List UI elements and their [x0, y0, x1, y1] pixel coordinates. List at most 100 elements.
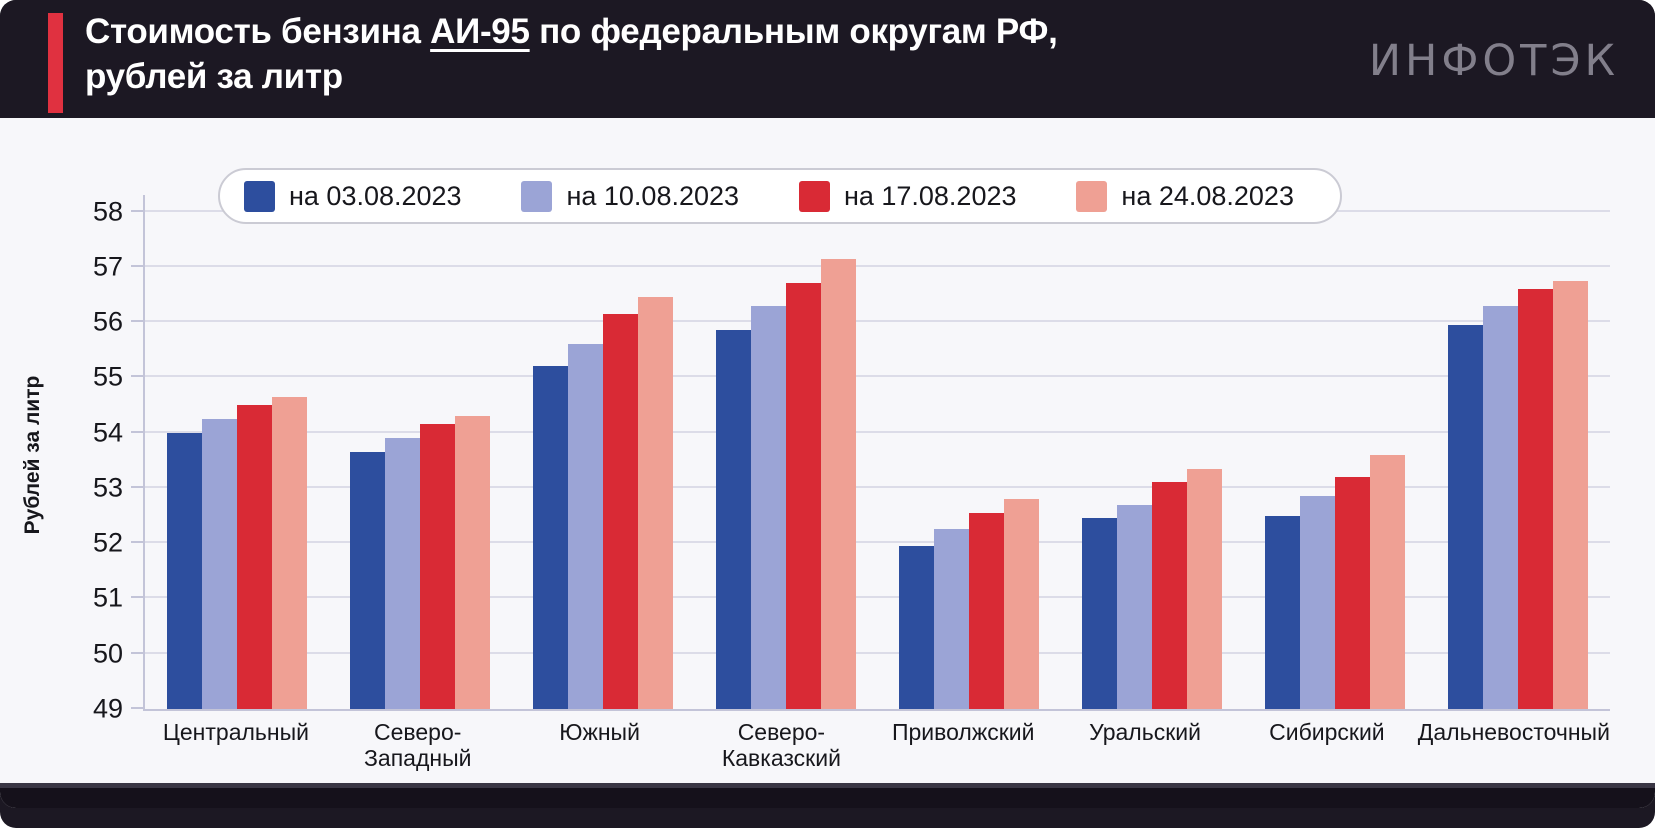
title-line2: рублей за литр [85, 56, 343, 96]
bar [532, 366, 568, 709]
bar-group [1061, 195, 1244, 709]
bar [750, 305, 786, 709]
bar [1553, 280, 1589, 709]
legend: на 03.08.2023 на 10.08.2023 на 17.08.2023 н… [218, 168, 1342, 224]
bar [1300, 496, 1336, 709]
header: Стоимость бензина АИ-95 по федеральным о… [0, 0, 1655, 118]
bar [820, 258, 856, 709]
legend-label: на 03.08.2023 [289, 180, 462, 211]
y-tick-mark [131, 541, 145, 544]
gridline [145, 651, 1610, 654]
y-tick-mark [131, 375, 145, 378]
legend-item: на 10.08.2023 [521, 180, 740, 212]
y-tick-label: 56 [92, 306, 123, 337]
bar [419, 424, 455, 709]
title-pre: Стоимость бензина [85, 12, 431, 51]
page-title: Стоимость бензина АИ-95 по федеральным о… [85, 10, 1058, 100]
x-axis-labels: Центральный Северо- Западный Южный Северо- Ка… [145, 719, 1610, 772]
bar [715, 330, 751, 709]
gridline [145, 541, 1610, 544]
gridline [145, 430, 1610, 433]
bar [567, 344, 603, 709]
legend-item: на 17.08.2023 [798, 180, 1017, 212]
legend-swatch [798, 180, 830, 212]
x-tick-label: Приволжский [891, 719, 1035, 745]
bar [1370, 454, 1406, 709]
y-tick-mark [131, 320, 145, 323]
bar [454, 416, 490, 709]
title-fuel-grade: АИ-95 [430, 12, 530, 51]
legend-item: на 24.08.2023 [1076, 180, 1294, 212]
x-tick-label: Уральский [1089, 719, 1201, 745]
bar [1187, 468, 1223, 709]
y-tick-label: 57 [92, 251, 123, 282]
bar [349, 452, 385, 709]
y-tick-mark [131, 430, 145, 433]
bar [384, 438, 420, 709]
chart-card: Рублей за литр 49 50 51 52 53 54 55 56 57 58 Цент… [0, 118, 1655, 808]
legend-label: на 17.08.2023 [843, 180, 1017, 211]
x-tick-label: Северо- Западный [364, 719, 472, 772]
y-tick-mark [131, 209, 145, 212]
gridline [145, 596, 1610, 599]
bar [1335, 476, 1371, 709]
x-tick-label: Центральный [162, 719, 309, 745]
gridline [145, 264, 1610, 267]
y-tick-label: 58 [92, 196, 123, 227]
y-tick-mark [131, 596, 145, 599]
x-tick-label: Южный [559, 719, 640, 745]
legend-swatch [1076, 180, 1108, 212]
y-tick-mark [131, 264, 145, 267]
bar-group [694, 195, 877, 709]
bar [602, 313, 638, 709]
x-tick-label: Северо- Кавказский [721, 719, 841, 772]
bar-group [1427, 195, 1610, 709]
y-tick-label: 53 [92, 472, 123, 503]
y-tick-label: 55 [92, 361, 123, 392]
bar [166, 432, 202, 709]
legend-label: на 24.08.2023 [1121, 180, 1294, 211]
y-tick-label: 51 [92, 582, 123, 613]
y-tick-label: 54 [92, 417, 123, 448]
legend-label: на 10.08.2023 [566, 180, 740, 211]
bar [785, 283, 821, 709]
bar [1448, 324, 1484, 709]
y-tick-mark [131, 707, 145, 709]
bar-group [511, 195, 694, 709]
bar [637, 297, 673, 709]
bar [271, 396, 307, 709]
bar [969, 512, 1005, 709]
bar-group [878, 195, 1061, 709]
legend-swatch [244, 180, 275, 212]
y-tick-label: 50 [92, 638, 123, 669]
bar [1152, 482, 1188, 709]
bar [899, 545, 935, 709]
bar-group [145, 195, 328, 709]
bar [1265, 515, 1301, 709]
x-tick-label: Дальневосточный [1417, 719, 1610, 745]
bar-group [328, 195, 511, 709]
bar [1518, 288, 1554, 709]
bar [201, 418, 237, 709]
bar [1004, 498, 1040, 709]
y-axis-title: Рублей за литр [21, 375, 44, 535]
bar [934, 529, 970, 709]
footer-strip [0, 783, 1655, 808]
title-post: по федеральным округам РФ, [529, 12, 1058, 51]
x-tick-label: Сибирский [1269, 719, 1385, 745]
gridline [145, 485, 1610, 488]
bar [1082, 518, 1118, 709]
y-tick-label: 49 [92, 693, 123, 724]
bars-layer [145, 195, 1610, 709]
bar [236, 405, 272, 709]
plot-area: 49 50 51 52 53 54 55 56 57 58 Центральный Северо- З… [93, 195, 1610, 771]
red-accent-bar [48, 13, 63, 113]
bar-group [1244, 195, 1427, 709]
legend-swatch [521, 180, 553, 212]
gridline [145, 375, 1610, 378]
y-tick-label: 52 [92, 527, 123, 558]
legend-item: на 03.08.2023 [244, 180, 462, 212]
bar [1117, 504, 1153, 709]
infotek-logo: ИНФОТЭК [1368, 36, 1619, 86]
